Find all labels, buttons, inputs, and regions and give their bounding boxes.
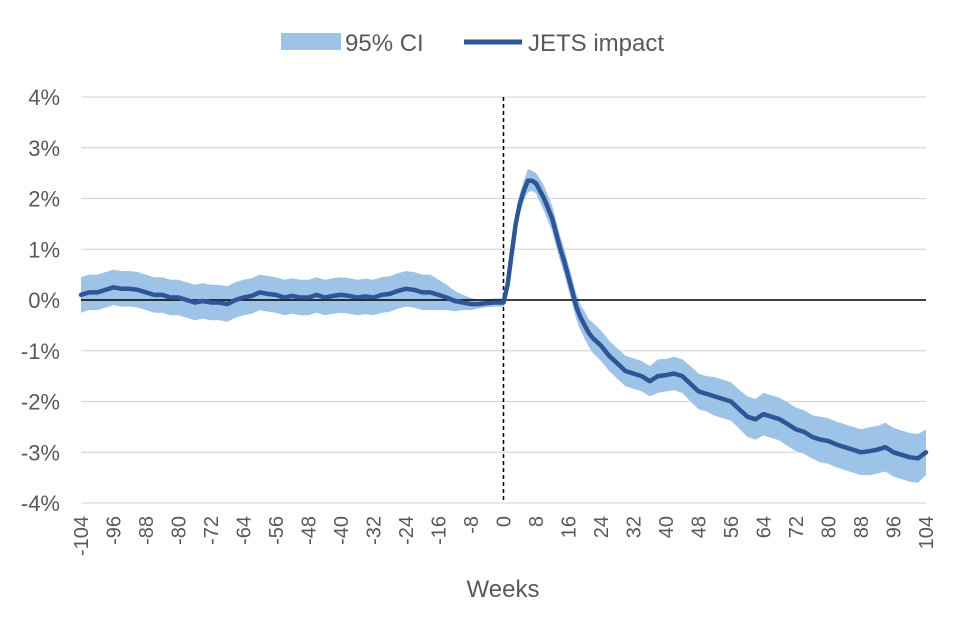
x-axis-label: Weeks <box>467 576 540 603</box>
x-tick-label: 88 <box>851 516 873 538</box>
legend-ci-swatch <box>281 33 341 50</box>
x-tick-label: 96 <box>884 516 906 538</box>
x-tick-label: 8 <box>526 516 548 527</box>
x-tick-label: -56 <box>266 516 288 545</box>
x-tick-label: -80 <box>169 516 191 545</box>
x-tick-label: -96 <box>104 516 126 545</box>
x-tick-label: -24 <box>396 516 418 545</box>
x-tick-label: -72 <box>201 516 223 545</box>
x-tick-label: 64 <box>754 516 776 538</box>
x-tick-label: -64 <box>234 516 256 545</box>
y-tick-labels: 4% 3% 2% 1% 0% -1% -2% -3% -4% <box>21 85 60 516</box>
x-tick-label: -8 <box>461 516 483 534</box>
x-tick-label: 56 <box>721 516 743 538</box>
y-tick-label: 4% <box>28 85 60 110</box>
x-tick-label: 0 <box>494 516 516 527</box>
y-tick-label: -4% <box>21 491 60 516</box>
ci-band-layer <box>81 169 926 483</box>
legend-line-label: JETS impact <box>528 30 664 57</box>
y-tick-label: 3% <box>28 136 60 161</box>
x-tick-label: 104 <box>916 516 938 549</box>
legend: 95% CI JETS impact <box>281 30 664 57</box>
x-tick-label: -104 <box>71 516 93 556</box>
y-tick-label: -1% <box>21 339 60 364</box>
impact-line-layer <box>78 178 929 461</box>
x-tick-label: 16 <box>559 516 581 538</box>
x-tick-label: -40 <box>331 516 353 545</box>
x-tick-label: 72 <box>786 516 808 538</box>
x-tick-label: 40 <box>656 516 678 538</box>
y-tick-label: 0% <box>28 288 60 313</box>
x-tick-label: 32 <box>624 516 646 538</box>
x-tick-label: 24 <box>591 516 613 538</box>
x-tick-label: 48 <box>689 516 711 538</box>
y-tick-label: 1% <box>28 237 60 262</box>
y-tick-label: 2% <box>28 187 60 212</box>
x-tick-label: 80 <box>819 516 841 538</box>
y-tick-label: -2% <box>21 390 60 415</box>
legend-ci-label: 95% CI <box>345 30 424 57</box>
ci-band <box>81 169 926 483</box>
impact-line <box>78 178 929 461</box>
y-tick-label: -3% <box>21 440 60 465</box>
x-tick-label: -48 <box>299 516 321 545</box>
x-tick-label: -16 <box>429 516 451 545</box>
x-tick-label: -32 <box>364 516 386 545</box>
x-tick-label: -88 <box>136 516 158 545</box>
x-tick-labels: -104 -96 -88 -80 -72 -64 -56 -48 -40 -32 -24 -16 -8 0… <box>71 516 938 556</box>
